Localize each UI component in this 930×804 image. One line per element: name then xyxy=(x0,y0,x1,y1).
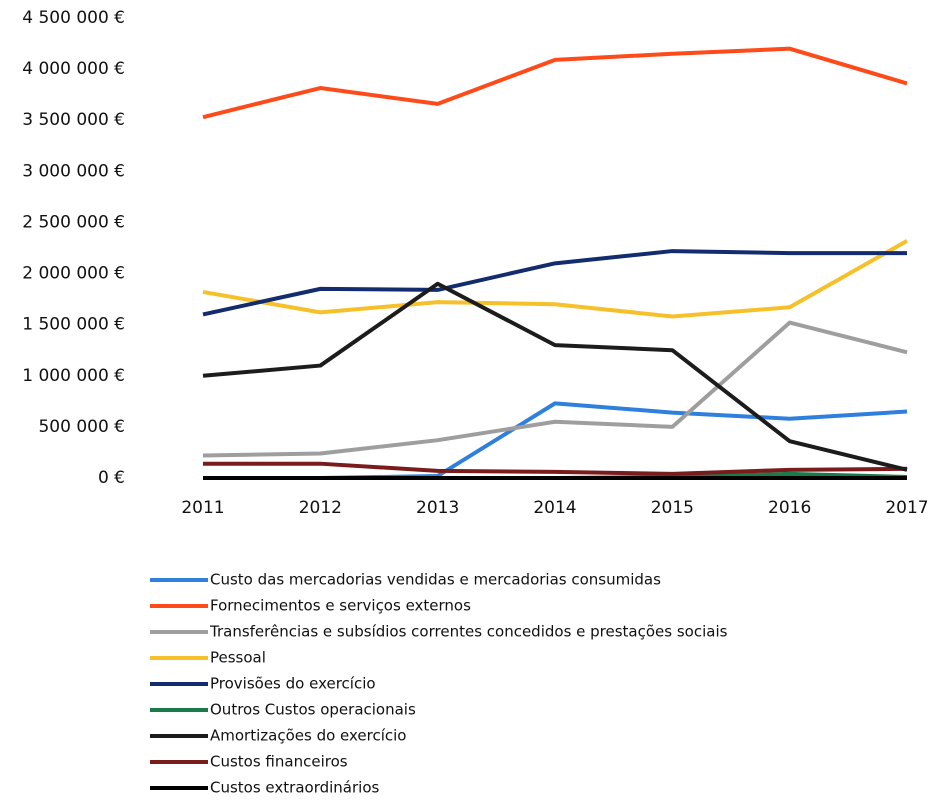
x-tick-label: 2015 xyxy=(651,498,694,518)
legend-label: Transferências e subsídios correntes con… xyxy=(209,623,728,641)
legend-label: Custos financeiros xyxy=(210,753,348,771)
x-tick-label: 2011 xyxy=(181,498,224,518)
x-tick-label: 2014 xyxy=(533,498,576,518)
y-tick-label: 1 500 000 € xyxy=(22,315,125,335)
legend-label: Pessoal xyxy=(210,649,266,667)
y-tick-label: 1 000 000 € xyxy=(22,366,125,386)
y-tick-label: 2 500 000 € xyxy=(22,212,125,232)
legend-label: Provisões do exercício xyxy=(210,675,376,693)
x-tick-label: 2013 xyxy=(416,498,459,518)
legend-label: Custos extraordinários xyxy=(210,779,379,797)
legend-label: Amortizações do exercício xyxy=(210,727,407,745)
y-tick-label: 3 500 000 € xyxy=(22,110,125,130)
y-tick-label: 0 € xyxy=(98,468,125,488)
x-tick-label: 2016 xyxy=(768,498,811,518)
legend-label: Custo das mercadorias vendidas e mercado… xyxy=(210,571,661,589)
series-line xyxy=(203,461,908,476)
y-tick-label: 4 500 000 € xyxy=(22,8,125,28)
series-line xyxy=(202,320,908,458)
series-line xyxy=(202,46,908,120)
x-tick-label: 2017 xyxy=(885,498,928,518)
legend-label: Fornecimentos e serviços externos xyxy=(210,597,471,615)
x-tick-label: 2012 xyxy=(299,498,342,518)
y-tick-label: 3 000 000 € xyxy=(22,161,125,181)
y-tick-label: 2 000 000 € xyxy=(22,264,125,284)
series-line xyxy=(202,281,908,472)
legend-label: Outros Custos operacionais xyxy=(210,701,416,719)
series-line xyxy=(202,239,908,319)
y-tick-label: 4 000 000 € xyxy=(22,59,125,79)
series-line xyxy=(202,249,907,317)
series-line xyxy=(203,401,908,480)
y-tick-label: 500 000 € xyxy=(38,417,125,437)
